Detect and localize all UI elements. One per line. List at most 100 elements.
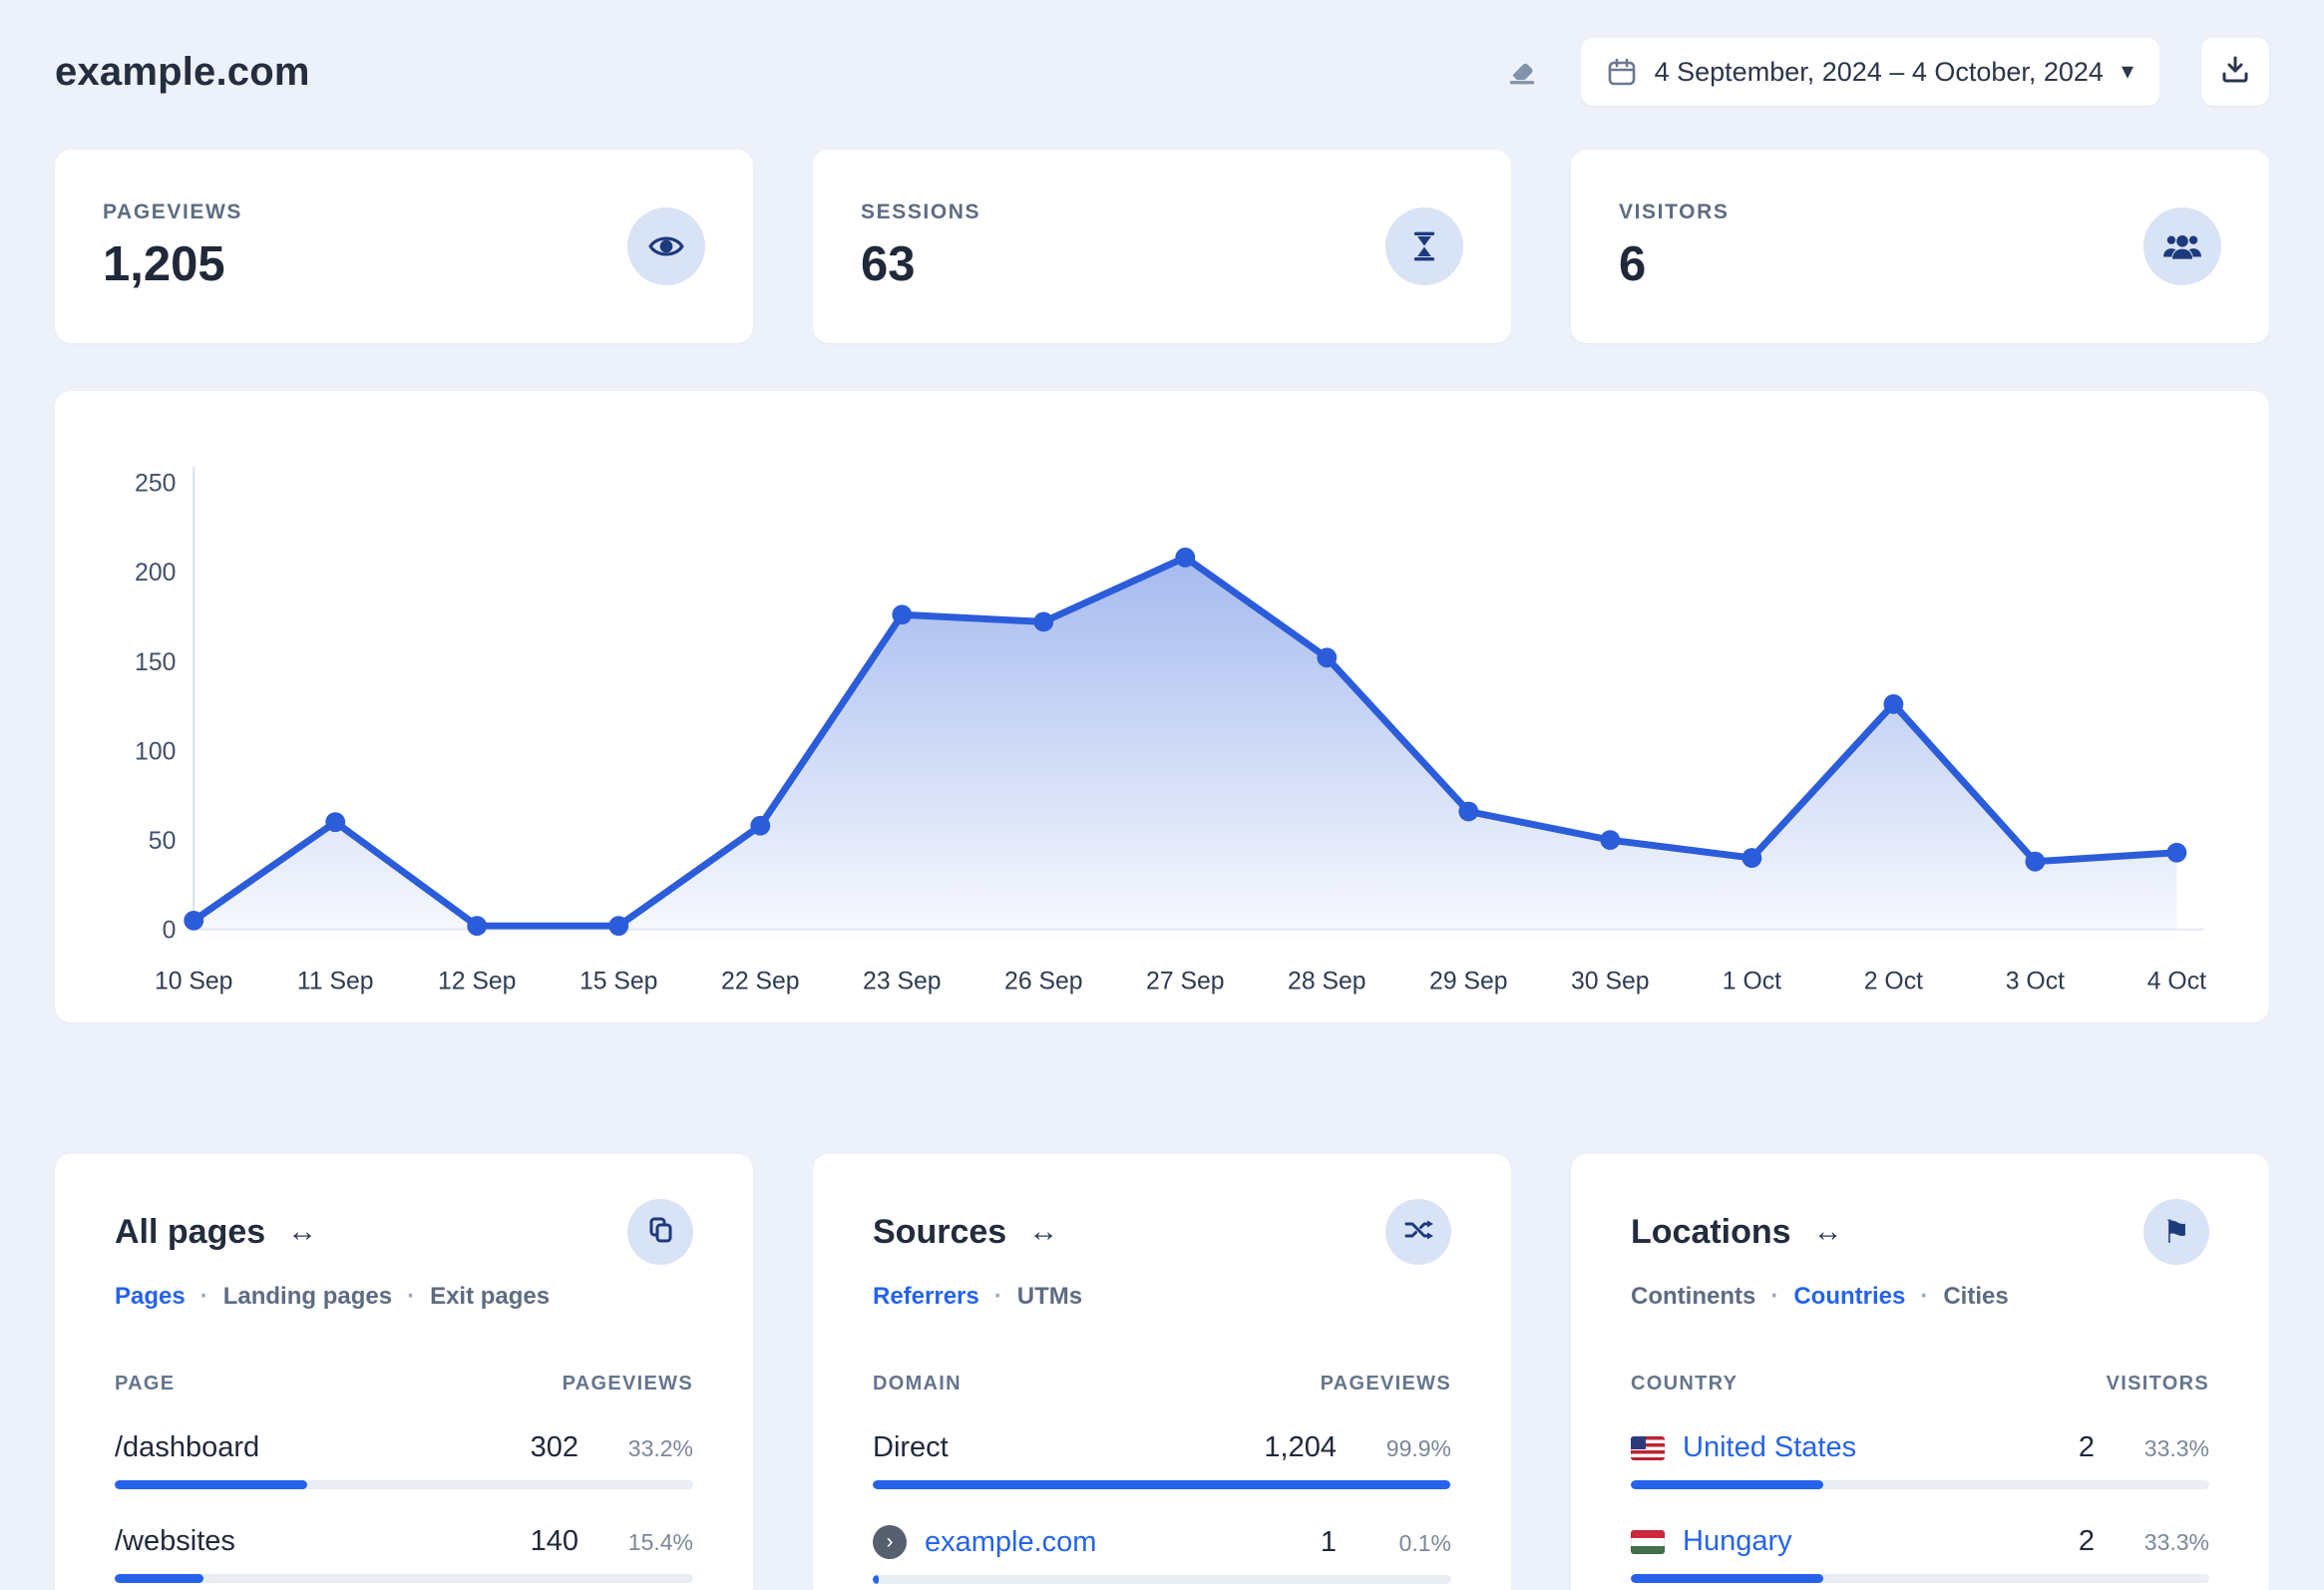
export-button[interactable] bbox=[2201, 38, 2269, 106]
svg-text:10 Sep: 10 Sep bbox=[155, 968, 233, 994]
hourglass-icon bbox=[1385, 207, 1463, 285]
stat-label: VISITORS bbox=[1619, 200, 1730, 223]
us-flag-icon bbox=[1631, 1435, 1665, 1460]
column-header: PAGEVIEWS bbox=[1320, 1373, 1451, 1395]
tab-pages[interactable]: Pages bbox=[115, 1283, 186, 1311]
table-row[interactable]: Direct 1,204 99.9% bbox=[873, 1431, 1451, 1490]
tab-separator: · bbox=[1920, 1283, 1929, 1311]
pages-panel: All pages ↔ Pages · Landing pages · Exit… bbox=[55, 1154, 753, 1590]
row-value: 1,204 bbox=[1264, 1431, 1337, 1464]
page-path[interactable]: /websites bbox=[115, 1525, 235, 1558]
stat-label: PAGEVIEWS bbox=[103, 200, 243, 223]
locations-tabs: Continents · Countries · Cities bbox=[1631, 1283, 2209, 1311]
chevron-down-icon: ▾ bbox=[2121, 58, 2133, 85]
panel-title: Locations bbox=[1631, 1212, 1791, 1251]
progress-fill bbox=[115, 1480, 307, 1490]
svg-text:50: 50 bbox=[149, 828, 177, 855]
progress-fill bbox=[873, 1575, 879, 1585]
svg-text:150: 150 bbox=[135, 649, 176, 676]
svg-text:26 Sep: 26 Sep bbox=[1004, 968, 1083, 994]
tab-separator: · bbox=[1770, 1283, 1779, 1311]
country-link: United States bbox=[1631, 1431, 1856, 1464]
table-row[interactable]: › example.com 1 0.1% bbox=[873, 1525, 1451, 1585]
progress-track bbox=[873, 1480, 1451, 1490]
column-header: VISITORS bbox=[2106, 1373, 2209, 1395]
column-header: COUNTRY bbox=[1631, 1373, 1739, 1395]
page-path[interactable]: /dashboard bbox=[115, 1431, 260, 1464]
date-range-picker[interactable]: 4 September, 2024 – 4 October, 2024 ▾ bbox=[1580, 38, 2159, 106]
locations-table-header: COUNTRY VISITORS bbox=[1631, 1373, 2209, 1395]
locations-panel: Locations ↔ ⚑ Continents · Countries · C… bbox=[1571, 1154, 2269, 1590]
svg-text:4 Oct: 4 Oct bbox=[2147, 968, 2206, 994]
tab-countries[interactable]: Countries bbox=[1793, 1283, 1906, 1311]
row-percent: 99.9% bbox=[1385, 1435, 1451, 1462]
source-name[interactable]: Direct bbox=[873, 1431, 949, 1464]
row-percent: 33.3% bbox=[2143, 1529, 2209, 1556]
row-value: 2 bbox=[2078, 1431, 2095, 1464]
pages-detail-button[interactable] bbox=[627, 1199, 693, 1266]
table-row[interactable]: /websites 140 15.4% bbox=[115, 1525, 693, 1584]
tab-exit-pages[interactable]: Exit pages bbox=[430, 1283, 551, 1311]
tab-cities[interactable]: Cities bbox=[1943, 1283, 2009, 1311]
row-value: 2 bbox=[2078, 1525, 2095, 1558]
svg-text:12 Sep: 12 Sep bbox=[438, 968, 517, 994]
svg-text:29 Sep: 29 Sep bbox=[1429, 968, 1508, 994]
tab-continents[interactable]: Continents bbox=[1631, 1283, 1756, 1311]
stat-card-visitors: VISITORS 6 bbox=[1571, 150, 2269, 343]
sources-tabs: Referrers · UTMs bbox=[873, 1283, 1451, 1311]
progress-track bbox=[1631, 1574, 2209, 1584]
pages-table-header: PAGE PAGEVIEWS bbox=[115, 1373, 693, 1395]
expand-arrows-icon[interactable]: ↔ bbox=[1812, 1215, 1843, 1249]
traffic-chart[interactable]: 0 50 100 150 200 250 10 Sep 11 Sep 12 Sep 15 Sep 2… bbox=[100, 433, 2224, 1006]
svg-text:250: 250 bbox=[135, 471, 176, 498]
users-icon bbox=[2143, 207, 2221, 285]
pages-tabs: Pages · Landing pages · Exit pages bbox=[115, 1283, 693, 1311]
panel-title: All pages bbox=[115, 1212, 266, 1251]
clear-filters-button[interactable] bbox=[1505, 53, 1539, 92]
sources-detail-button[interactable] bbox=[1385, 1199, 1451, 1266]
svg-text:2 Oct: 2 Oct bbox=[1864, 968, 1923, 994]
tab-landing-pages[interactable]: Landing pages bbox=[222, 1283, 393, 1311]
svg-text:100: 100 bbox=[135, 738, 176, 765]
panel-title: Sources bbox=[873, 1212, 1007, 1251]
download-icon bbox=[2219, 54, 2251, 91]
progress-fill bbox=[1631, 1574, 1824, 1584]
country-name[interactable]: Hungary bbox=[1683, 1525, 1792, 1558]
stat-value: 63 bbox=[861, 237, 916, 291]
favicon-icon: › bbox=[873, 1525, 907, 1560]
stat-value: 1,205 bbox=[103, 237, 225, 291]
country-name[interactable]: United States bbox=[1683, 1431, 1857, 1464]
expand-arrows-icon[interactable]: ↔ bbox=[1028, 1215, 1059, 1249]
row-percent: 0.1% bbox=[1398, 1529, 1451, 1556]
svg-text:200: 200 bbox=[135, 560, 176, 587]
calendar-icon bbox=[1607, 57, 1637, 87]
header-controls: 4 September, 2024 – 4 October, 2024 ▾ bbox=[1505, 38, 2269, 106]
table-row[interactable]: United States 2 33.3% bbox=[1631, 1431, 2209, 1490]
breakdown-panels: All pages ↔ Pages · Landing pages · Exit… bbox=[55, 1154, 2269, 1590]
progress-track bbox=[873, 1575, 1451, 1585]
progress-track bbox=[115, 1574, 693, 1584]
progress-fill bbox=[115, 1574, 204, 1584]
eraser-icon bbox=[1505, 53, 1539, 92]
date-range-label: 4 September, 2024 – 4 October, 2024 bbox=[1654, 56, 2104, 87]
column-header: PAGE bbox=[115, 1373, 176, 1395]
svg-text:22 Sep: 22 Sep bbox=[721, 968, 800, 994]
shuffle-icon bbox=[1402, 1214, 1434, 1251]
table-row[interactable]: /dashboard 302 33.2% bbox=[115, 1431, 693, 1490]
hungary-flag-icon bbox=[1631, 1529, 1665, 1554]
table-row[interactable]: Hungary 2 33.3% bbox=[1631, 1525, 2209, 1584]
source-name[interactable]: example.com bbox=[925, 1525, 1097, 1558]
locations-detail-button[interactable]: ⚑ bbox=[2143, 1199, 2209, 1266]
site-title: example.com bbox=[55, 49, 310, 94]
svg-text:23 Sep: 23 Sep bbox=[863, 968, 942, 994]
sources-panel: Sources ↔ Referrers · UTMs DOMAIN PAGEVI… bbox=[813, 1154, 1511, 1590]
row-value: 302 bbox=[530, 1431, 579, 1464]
row-value: 1 bbox=[1320, 1525, 1337, 1558]
expand-arrows-icon[interactable]: ↔ bbox=[287, 1215, 318, 1249]
column-header: PAGEVIEWS bbox=[562, 1373, 693, 1395]
traffic-chart-card: 0 50 100 150 200 250 10 Sep 11 Sep 12 Sep 15 Sep 2… bbox=[55, 391, 2269, 1023]
country-link: Hungary bbox=[1631, 1525, 1792, 1558]
tab-referrers[interactable]: Referrers bbox=[873, 1283, 979, 1311]
tab-utms[interactable]: UTMs bbox=[1016, 1283, 1083, 1311]
